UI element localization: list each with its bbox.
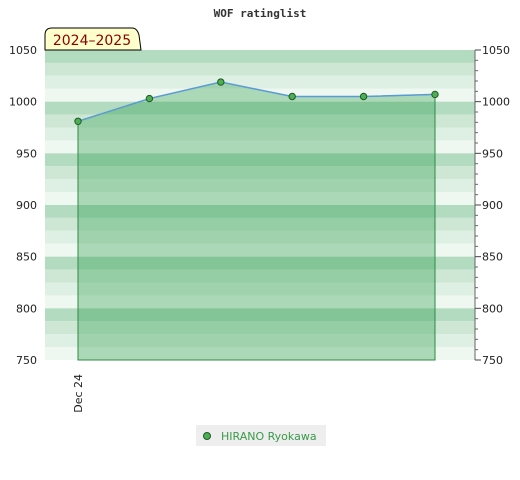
background-band — [45, 179, 475, 193]
left-tick-label: 850 — [16, 251, 37, 264]
left-tick-label: 800 — [16, 302, 37, 315]
background-band — [45, 347, 475, 360]
rating-area — [77, 81, 436, 361]
right-tick-label: 950 — [482, 147, 503, 160]
background-band — [45, 140, 475, 154]
background-band — [45, 153, 475, 167]
legend-marker-icon — [203, 432, 211, 440]
background-band — [45, 295, 475, 309]
season-badge: 2024–2025 — [44, 27, 142, 51]
x-tick-label: Dec 24 — [72, 374, 85, 413]
data-point — [288, 92, 296, 101]
left-tick-label: 750 — [16, 354, 37, 367]
rating-line-path — [77, 81, 436, 123]
background-band — [45, 166, 475, 180]
background-band — [45, 230, 475, 244]
background-band — [45, 321, 475, 335]
legend-background — [196, 425, 326, 446]
left-tick-label: 1050 — [9, 44, 37, 57]
background-band — [45, 127, 475, 141]
rating-area-fill — [77, 81, 436, 361]
background-band — [45, 75, 475, 89]
background-band — [45, 308, 475, 322]
background-band — [45, 334, 475, 348]
right-tick-label: 800 — [482, 302, 503, 315]
left-tick-label: 950 — [16, 147, 37, 160]
data-point — [431, 90, 439, 99]
data-point — [74, 117, 82, 126]
background-band — [45, 101, 475, 115]
legend-series-name: HIRANO Ryokawa — [221, 430, 317, 443]
background-band — [45, 114, 475, 128]
background-band — [45, 62, 475, 76]
left-tick-label: 1000 — [9, 96, 37, 109]
background-band — [45, 282, 475, 296]
season-label: 2024–2025 — [53, 33, 131, 49]
right-tick-label: 900 — [482, 199, 503, 212]
right-tick-label: 850 — [482, 251, 503, 264]
x-axis: Dec 24 — [72, 374, 85, 413]
chart-title: WOF ratinglist — [214, 7, 307, 20]
background-band — [45, 192, 475, 205]
background-band — [45, 50, 475, 63]
background-band — [45, 256, 475, 270]
data-point — [217, 78, 225, 86]
background-band — [45, 205, 475, 218]
data-point — [359, 92, 368, 101]
left-tick-label: 900 — [16, 199, 37, 212]
background-band — [45, 243, 475, 257]
right-tick-label: 1050 — [482, 44, 510, 57]
legend[interactable]: HIRANO Ryokawa — [196, 425, 326, 446]
right-tick-label: 1000 — [482, 96, 510, 109]
left-y-axis: 750 800 850 900 950 1000 1050 — [9, 44, 37, 367]
season-badge-shape — [44, 27, 142, 51]
rating-line — [77, 81, 436, 123]
rating-markers — [74, 78, 439, 126]
data-point — [145, 94, 154, 103]
right-y-axis: 750 800 850 900 950 1000 1050 — [474, 44, 510, 367]
background-band — [45, 269, 475, 283]
background-band — [45, 217, 475, 231]
background-bands — [45, 50, 475, 360]
right-tick-label: 750 — [482, 354, 503, 367]
